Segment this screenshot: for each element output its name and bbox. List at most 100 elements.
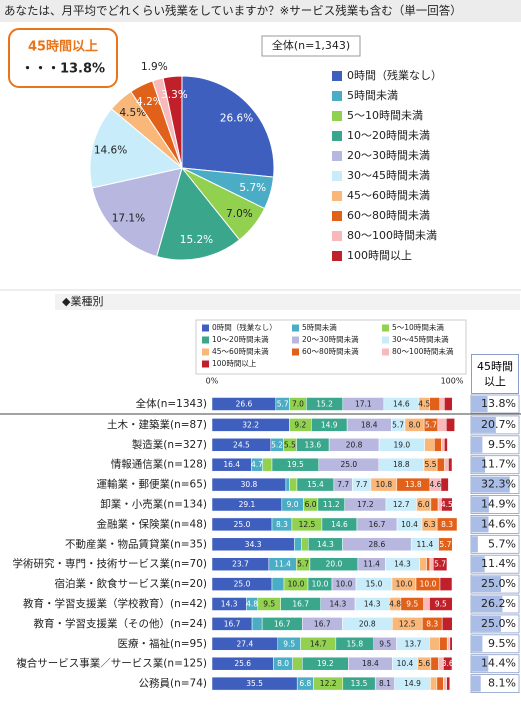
segment-label: 4.6 (429, 480, 441, 489)
pie-slice (91, 167, 183, 258)
segment-label: 13.8 (405, 480, 422, 489)
segment-label: 9.5 (406, 600, 418, 609)
bar (471, 576, 501, 593)
bar (471, 596, 503, 612)
bar (471, 635, 483, 652)
bar (471, 675, 481, 692)
bar-segment (430, 676, 438, 691)
segment-label: 8.3 (276, 520, 288, 529)
legend-swatch (332, 151, 342, 161)
section-title: ◆業種別 (62, 294, 103, 308)
legend-label: 45～60時間未満 (347, 189, 430, 202)
segment-label: 25.0 (340, 460, 357, 469)
bar-segment (429, 557, 434, 571)
legend-swatch (332, 191, 342, 201)
segment-label: 24.5 (233, 440, 250, 449)
value-label: 5.7% (488, 537, 516, 550)
bar (471, 456, 486, 473)
legend-label: 100時間以上 (347, 249, 412, 262)
segment-label: 14.3 (394, 560, 411, 569)
segment-label: 5.7 (425, 420, 437, 429)
segment-label: 15.0 (366, 580, 383, 589)
legend-label: 100時間以上 (212, 359, 257, 368)
legend-swatch (332, 251, 342, 261)
segment-label: 20.8 (346, 440, 363, 449)
chart-subtitle: 全体(n=1,343) (272, 38, 350, 52)
legend-swatch (332, 71, 342, 81)
legend-swatch (292, 336, 299, 344)
bar (471, 615, 501, 632)
segment-label: 25.0 (234, 580, 251, 589)
legend-swatch (382, 324, 389, 332)
bar-segment (426, 557, 431, 571)
bar-segment (436, 457, 445, 472)
segment-label: 5.5 (425, 460, 437, 469)
value-label: 14.4% (481, 657, 516, 670)
segment-label: 19.0 (393, 440, 410, 449)
legend-label: 20～30時間未満 (302, 334, 359, 344)
segment-label: 3.6 (442, 659, 454, 668)
bar (471, 436, 483, 453)
segment-label: 7.7 (356, 480, 368, 489)
category-label: 公務員(n=74) (138, 677, 207, 690)
slice-label: 5.7% (239, 182, 266, 194)
bar-segment (438, 537, 453, 552)
segment-label: 8.3 (441, 520, 453, 529)
bar-segment (439, 577, 453, 591)
pie-slice (162, 75, 183, 169)
bar-segment (430, 497, 439, 512)
legend-swatch (332, 91, 342, 101)
legend-label: 80～100時間未満 (347, 229, 437, 242)
segment-label: 11.4 (417, 540, 434, 549)
segment-label: 12.5 (299, 520, 316, 529)
segment-label: 13.6 (304, 440, 321, 449)
bar (471, 396, 488, 412)
segment-label: 27.4 (237, 639, 254, 648)
value-label: 14.9% (481, 498, 516, 511)
bar-segment (436, 517, 458, 532)
legend-label: 30～45時間未満 (347, 169, 430, 182)
value-label: 11.7% (481, 458, 516, 471)
segment-label: 14.9 (321, 420, 338, 429)
bar-segment (443, 656, 453, 671)
bar-segment (445, 418, 455, 432)
value-label: 32.3% (481, 478, 516, 491)
segment-label: 25.0 (234, 520, 251, 529)
value-label: 20.7% (481, 418, 516, 431)
legend-swatch (332, 211, 342, 221)
category-label: 運輸業・郵便業(n=65) (96, 478, 207, 491)
bar-segment (285, 477, 290, 492)
slice-label: 7.0% (226, 208, 253, 220)
legend-swatch (382, 348, 389, 356)
segment-label: 10.4 (397, 659, 414, 668)
bar-segment (444, 397, 453, 411)
chart-title: あなたは、月平均でどれくらい残業をしていますか？※サービス残業も含む（単一回答） (4, 4, 462, 18)
legend-swatch (332, 171, 342, 181)
segment-label: 11.2 (323, 500, 340, 509)
segment-label: 9.5 (263, 600, 275, 609)
legend-swatch (332, 111, 342, 121)
bar-segment (437, 418, 447, 432)
segment-label: 15.4 (307, 480, 324, 489)
segment-label: 10.0 (336, 580, 353, 589)
segment-label: 11.4 (363, 560, 380, 569)
category-label: 全体(n=1343) (136, 397, 207, 410)
slice-label: 15.2% (180, 234, 213, 246)
pie-slice (156, 166, 241, 261)
segment-label: 32.2 (242, 420, 259, 429)
segment-label: 14.7 (310, 639, 327, 648)
callout-box (8, 28, 118, 88)
segment-label: 12.7 (393, 500, 410, 509)
legend-label: 60～80時間未満 (302, 346, 359, 356)
segment-label: 5.7 (439, 540, 451, 549)
bar-segment (449, 637, 453, 651)
segment-label: 10.8 (375, 480, 392, 489)
segment-label: 9.2 (294, 420, 306, 429)
segment-label: 5.7 (297, 560, 309, 569)
category-label: 学術研究・専門・技術サービス業(n=70) (12, 557, 207, 570)
segment-label: 17.1 (355, 400, 372, 409)
callout-text: ・・・13.8% (21, 62, 105, 77)
slice-label: 3.3% (161, 89, 188, 101)
segment-label: 10.0 (420, 580, 437, 589)
value-label: 9.5% (488, 637, 516, 650)
